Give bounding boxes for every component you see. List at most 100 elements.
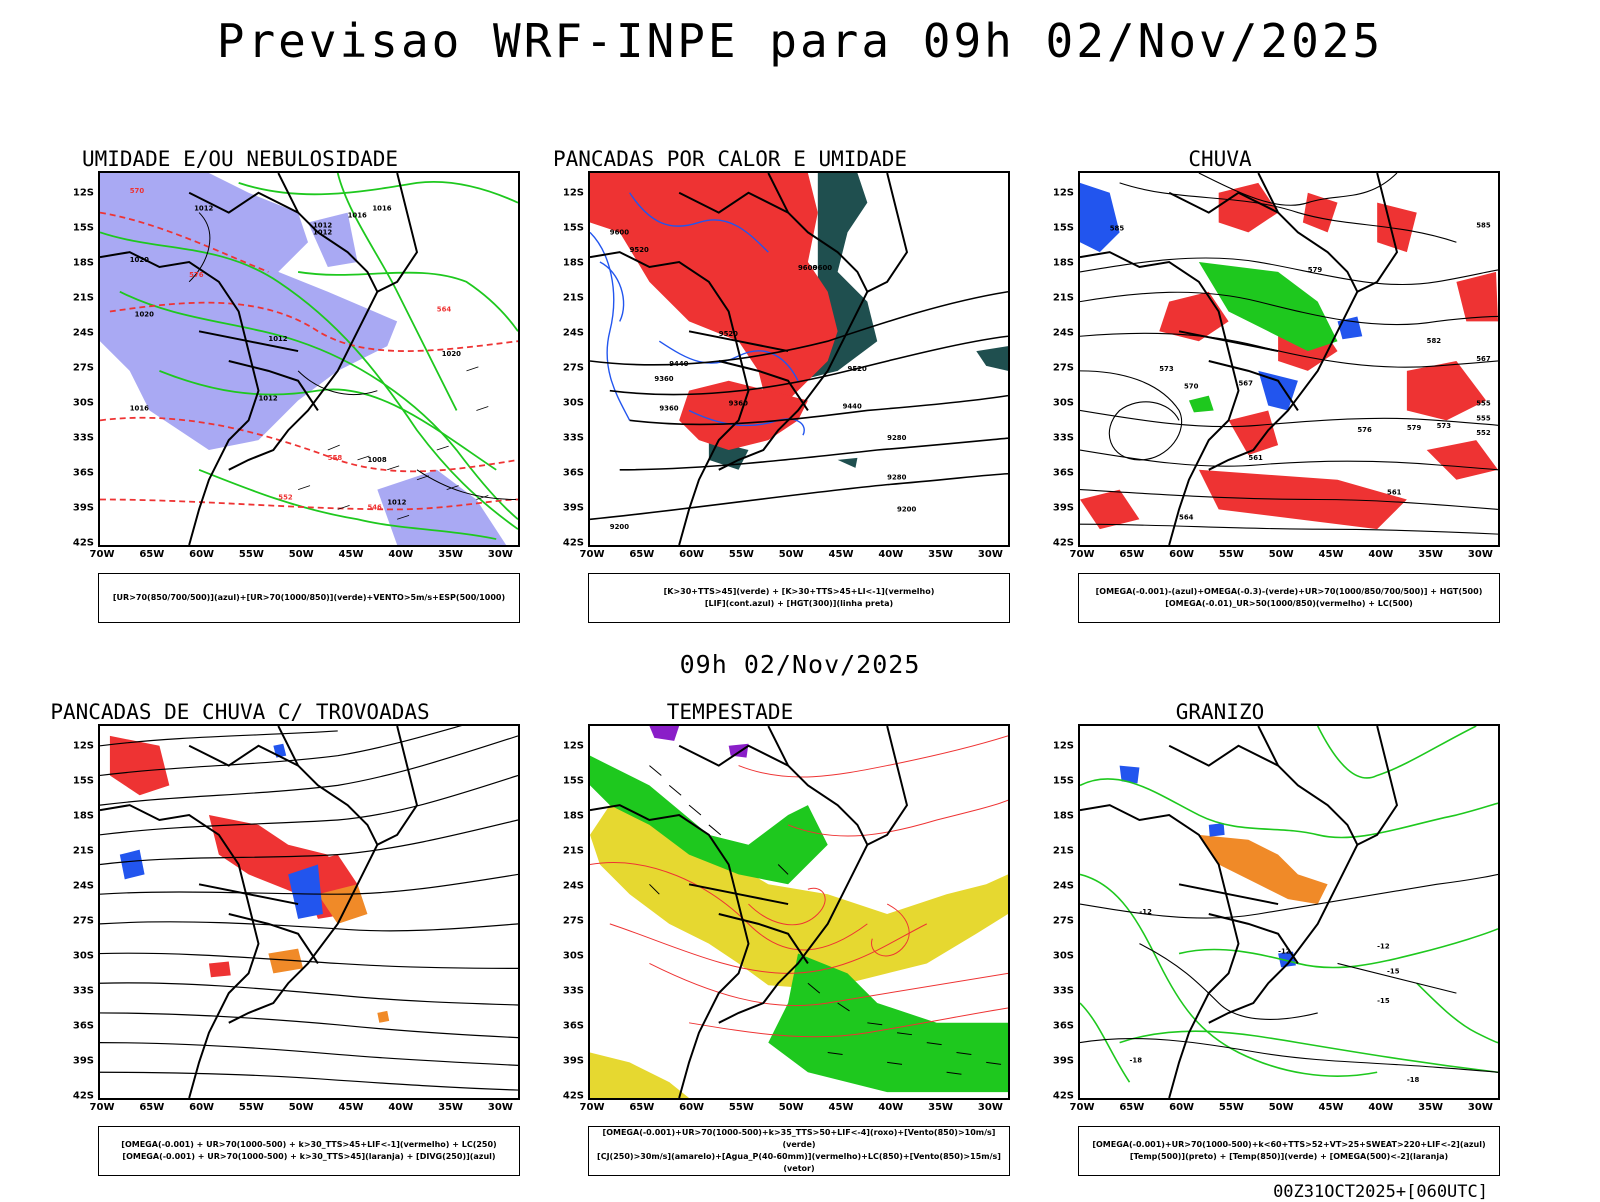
contour-label: 9200: [897, 505, 916, 513]
legend-line: [OMEGA(-0.001) + UR>70(1000-500) + k>30_…: [121, 1140, 497, 1149]
lat-tick-label: 42S: [562, 1090, 584, 1102]
omega500-orange-patches: [1198, 834, 1328, 905]
contour-label: -18: [1130, 1056, 1143, 1064]
panel-legend: [UR>70(850/700/500)](azul)+[UR>70(1000/8…: [98, 573, 520, 623]
lon-tick-label: 35W: [438, 1102, 464, 1113]
contour-label: 9360: [654, 375, 673, 383]
lon-tick-label: 45W: [828, 1102, 854, 1113]
main-title: Previsao WRF-INPE para 09h 02/Nov/2025: [216, 14, 1384, 68]
lon-tick-label: 50W: [1268, 549, 1294, 560]
lon-tick-label: 40W: [878, 1102, 904, 1113]
lat-tick-label: 12S: [1052, 187, 1074, 199]
lat-tick-label: 36S: [562, 1020, 584, 1032]
lat-tick-label: 18S: [562, 810, 584, 822]
lon-axis: 70W 65W 60W 55W 50W 45W 40W 35W 30W: [90, 1102, 520, 1116]
contour-label: -15: [1377, 997, 1390, 1005]
lat-tick-label: 30S: [72, 397, 94, 409]
temp850-green-contours: [1080, 726, 1498, 1083]
lat-tick-label: 24S: [562, 880, 584, 892]
water-red-contours: [590, 735, 1008, 1038]
contour-label: 1020: [135, 310, 154, 318]
panel-chuva: CHUVA 12S 15S 18S 21S 24S 27S 30S 33S 36S 39S 42S: [980, 147, 1500, 637]
contour-label: 570: [1184, 383, 1199, 391]
lat-tick-label: 39S: [72, 502, 94, 514]
lat-axis: 12S 15S 18S 21S 24S 27S 30S 33S 36S 39S 42S: [1034, 171, 1074, 549]
lon-tick-label: 55W: [1218, 549, 1244, 560]
wind850-vectors: [649, 765, 1002, 1075]
panel-legend: [K>30+TTS>45](verde) + [K>30+TTS>45+LI<-…: [588, 573, 1010, 623]
contour-label: 573: [1159, 365, 1174, 373]
lon-tick-label: 45W: [1318, 549, 1344, 560]
lon-tick-label: 30W: [977, 1102, 1003, 1113]
lat-tick-label: 15S: [1052, 775, 1074, 787]
storm-orange-patches: [268, 884, 390, 1023]
lon-tick-label: 50W: [288, 549, 314, 560]
contour-label: -12: [1377, 943, 1390, 951]
lon-tick-label: 35W: [438, 549, 464, 560]
lon-tick-label: 60W: [679, 549, 705, 560]
coastline-borders: [590, 726, 909, 1098]
hgt300-black-contours: [590, 290, 1008, 521]
lon-tick-label: 70W: [1069, 549, 1095, 560]
lat-tick-label: 12S: [562, 187, 584, 199]
lat-tick-label: 24S: [1052, 880, 1074, 892]
contour-label: 9280: [887, 434, 906, 442]
contour-label: 579: [1407, 424, 1422, 432]
contour-label: 1020: [130, 256, 149, 264]
streamlines: [100, 726, 518, 1091]
omega-green-patches: [1188, 262, 1338, 413]
panel-umidade: UMIDADE E/OU NEBULOSIDADE 12S 15S 18S 21S 24…: [0, 147, 520, 637]
lon-tick-label: 45W: [338, 1102, 364, 1113]
lon-tick-label: 30W: [1467, 1102, 1493, 1113]
contour-label: 9520: [630, 246, 649, 254]
temp500-black-contours: [1080, 873, 1498, 1073]
contour-label: 9600: [798, 264, 817, 272]
contour-label: 1012: [258, 395, 277, 403]
contour-label: 555: [1476, 400, 1491, 408]
contour-label: 1020: [442, 350, 461, 358]
legend-line: [OMEGA(-0.001)+UR>70(1000-500)+k>35_TTS>…: [602, 1128, 996, 1149]
lat-tick-label: 15S: [1052, 222, 1074, 234]
contour-label: 552: [278, 493, 293, 501]
lat-tick-label: 36S: [562, 467, 584, 479]
lon-tick-label: 60W: [1169, 1102, 1195, 1113]
lat-tick-label: 12S: [72, 740, 94, 752]
lat-tick-label: 27S: [562, 362, 584, 374]
hgt500-black-contours: [1080, 173, 1498, 535]
lon-tick-label: 40W: [388, 549, 414, 560]
storm-purple-patches: [649, 726, 749, 758]
map-trovoadas: [98, 724, 520, 1100]
contour-label: 9600: [610, 228, 629, 236]
map-umidade: 1012 1012 1012 1016 1016 1020 1020 1012 1012 1016…: [98, 171, 520, 547]
lon-tick-label: 35W: [928, 1102, 954, 1113]
lat-tick-label: 30S: [562, 950, 584, 962]
panel-title: PANCADAS POR CALOR E UMIDADE: [552, 147, 907, 171]
lat-tick-label: 21S: [72, 845, 94, 857]
lat-tick-label: 15S: [72, 222, 94, 234]
lat-tick-label: 18S: [72, 810, 94, 822]
lat-tick-label: 27S: [1052, 915, 1074, 927]
lat-tick-label: 33S: [1052, 432, 1074, 444]
panel-title: TEMPESTADE: [666, 700, 794, 724]
lon-tick-label: 45W: [338, 549, 364, 560]
lon-tick-label: 50W: [1268, 1102, 1294, 1113]
lat-tick-label: 33S: [562, 432, 584, 444]
lat-tick-label: 18S: [1052, 810, 1074, 822]
panel-trovoadas: PANCADAS DE CHUVA C/ TROVOADAS 12S 15S 18S…: [0, 700, 520, 1190]
lat-tick-label: 39S: [72, 1055, 94, 1067]
contour-label: 585: [1110, 224, 1125, 232]
lat-tick-label: 42S: [1052, 1090, 1074, 1102]
contour-label: 9440: [669, 360, 688, 368]
lon-tick-label: 35W: [928, 549, 954, 560]
map-canvas: [590, 726, 1008, 1098]
lon-axis: 70W 65W 60W 55W 50W 45W 40W 35W 30W: [580, 549, 1010, 563]
lon-tick-label: 65W: [629, 1102, 655, 1113]
lat-tick-label: 36S: [1052, 467, 1074, 479]
contour-label: 561: [1248, 454, 1263, 462]
lon-tick-label: 70W: [579, 1102, 605, 1113]
contour-label: 558: [328, 454, 343, 462]
contour-label: 1012: [387, 498, 406, 506]
lon-tick-label: 45W: [1318, 1102, 1344, 1113]
lon-tick-label: 65W: [139, 549, 165, 560]
